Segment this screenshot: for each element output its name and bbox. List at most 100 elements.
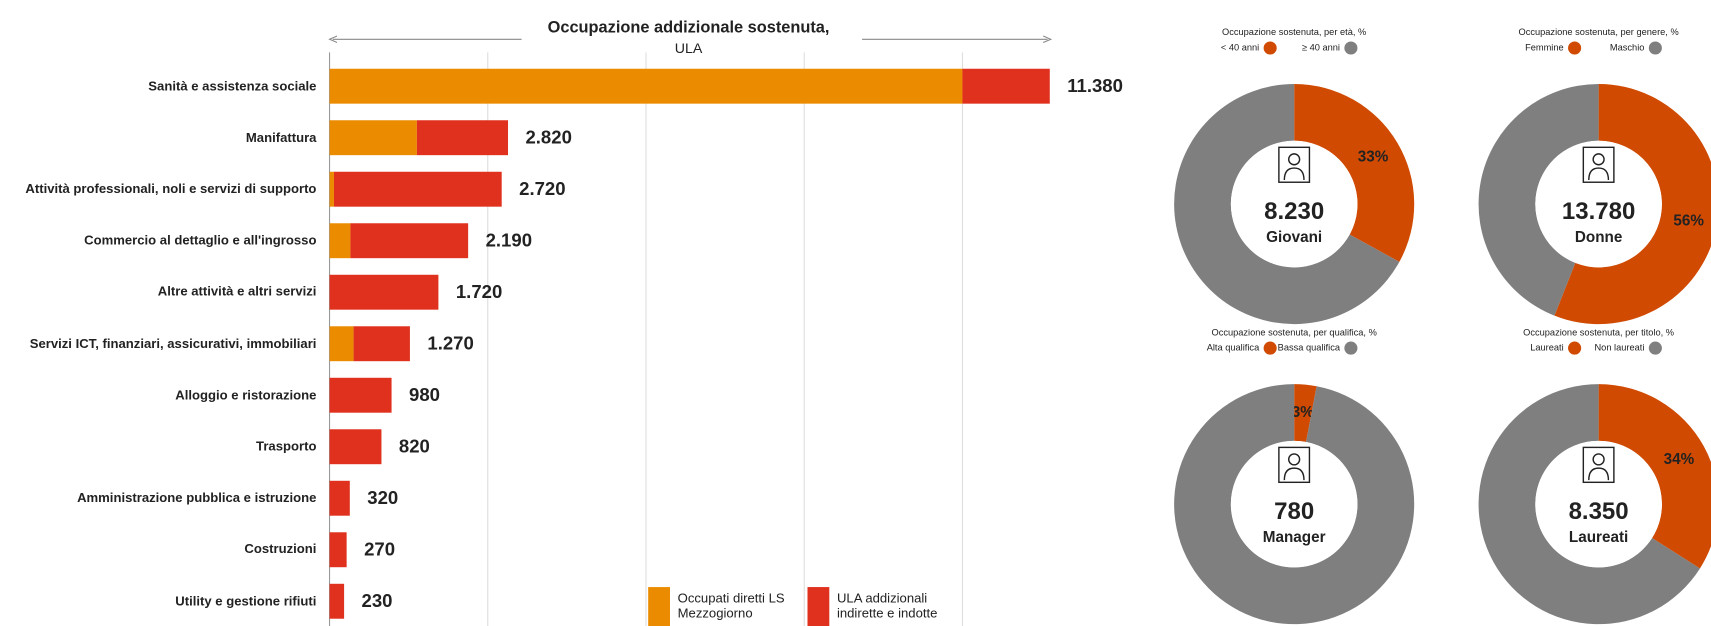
total-label: 2.190 bbox=[486, 230, 532, 251]
icon bbox=[1582, 446, 1615, 484]
category-label: Utility e gestione rifiuti bbox=[175, 593, 317, 609]
category-label: Attività professionali, noli e servizi d… bbox=[25, 181, 317, 197]
icon-frame bbox=[1278, 446, 1311, 484]
total-label: 11.380 bbox=[1067, 75, 1123, 96]
total-label: 1.720 bbox=[456, 281, 502, 302]
slice-label: 33% bbox=[1358, 148, 1389, 165]
legend-label: Occupati diretti LS Mezzogiorno bbox=[677, 590, 785, 621]
category-label: Sanità e assistenza sociale bbox=[148, 78, 317, 94]
legend-label: Bassa qualifica bbox=[1278, 343, 1341, 353]
donut-slice bbox=[1478, 84, 1599, 316]
bar-segment bbox=[353, 326, 410, 362]
icon-head bbox=[1287, 453, 1301, 466]
bar-segment bbox=[329, 532, 347, 568]
icon bbox=[1278, 146, 1311, 183]
axis-title: ULA bbox=[675, 41, 703, 57]
icon bbox=[1278, 446, 1311, 484]
total-label: 230 bbox=[362, 590, 393, 611]
legend-swatch bbox=[1648, 341, 1662, 355]
bar-segment bbox=[329, 583, 345, 619]
total-label: 2.720 bbox=[519, 178, 565, 199]
icon-frame bbox=[1582, 146, 1615, 183]
center-label: Laureati bbox=[1569, 529, 1628, 546]
donut-hole bbox=[1535, 440, 1662, 568]
icon-head bbox=[1592, 453, 1605, 466]
center-value: 13.780 bbox=[1562, 198, 1635, 225]
category-label: Altre attività e altri servizi bbox=[157, 284, 317, 300]
donut-hole bbox=[1535, 140, 1662, 268]
bar-segment bbox=[329, 274, 439, 310]
legend-label: Femmine bbox=[1525, 42, 1564, 52]
legend-label: Maschio bbox=[1610, 42, 1645, 52]
bar-segment bbox=[416, 120, 509, 156]
category-label: Alloggio e ristorazione bbox=[175, 387, 317, 403]
legend-label: ≥ 40 anni bbox=[1302, 42, 1340, 52]
center-label: Donne bbox=[1575, 229, 1623, 246]
category-label: Amministrazione pubblica e istruzione bbox=[77, 490, 317, 506]
legend-swatch bbox=[648, 587, 670, 626]
icon-body bbox=[1283, 467, 1305, 481]
icon-body bbox=[1283, 167, 1305, 181]
icon-head bbox=[1592, 153, 1605, 166]
category-label: Commercio al dettaglio e all'ingrosso bbox=[84, 232, 317, 248]
icon-head bbox=[1287, 153, 1301, 166]
donut-slice bbox=[1554, 84, 1711, 325]
legend-swatch bbox=[807, 587, 830, 626]
donut-slice bbox=[1174, 384, 1415, 625]
center-value: 8.230 bbox=[1264, 198, 1324, 225]
donut-slice bbox=[1598, 384, 1711, 569]
donut-title: Occupazione sostenuta, per qualifica, % bbox=[1211, 327, 1376, 337]
legend-swatch bbox=[1568, 341, 1582, 355]
slice-label: 34% bbox=[1664, 451, 1695, 468]
icon-frame bbox=[1278, 146, 1311, 183]
legend-swatch bbox=[1648, 41, 1662, 55]
legend-swatch bbox=[1568, 41, 1582, 55]
legend-label: Alta qualifica bbox=[1207, 343, 1260, 353]
bar-segment bbox=[962, 68, 1050, 104]
axis-title: Occupazione addizionale sostenuta, bbox=[548, 19, 830, 37]
bar-segment bbox=[329, 326, 354, 362]
bar-segment bbox=[329, 68, 963, 104]
donut-slice bbox=[1294, 384, 1317, 442]
icon-body bbox=[1588, 167, 1610, 181]
bar-segment bbox=[350, 223, 469, 259]
donut-title: Occupazione sostenuta, per età, % bbox=[1222, 27, 1366, 37]
slice-label: 3% bbox=[1292, 404, 1314, 421]
bar-segment bbox=[329, 120, 417, 156]
legend-swatch bbox=[1263, 341, 1277, 355]
bar-segment bbox=[329, 223, 351, 259]
center-label: Manager bbox=[1263, 529, 1326, 546]
center-label: Giovani bbox=[1266, 229, 1322, 246]
donut-hole bbox=[1230, 140, 1358, 268]
legend-label: Non laureati bbox=[1594, 343, 1644, 353]
legend-label: < 40 anni bbox=[1221, 42, 1259, 52]
donut-title: Occupazione sostenuta, per titolo, % bbox=[1523, 327, 1674, 337]
bar-segment bbox=[329, 480, 350, 516]
slice-label: 56% bbox=[1673, 212, 1704, 229]
bar-segment bbox=[329, 171, 334, 207]
bar-segment bbox=[333, 171, 502, 207]
legend-label: Laureati bbox=[1530, 343, 1563, 353]
donut-title: Occupazione sostenuta, per genere, % bbox=[1519, 27, 1679, 37]
center-value: 780 bbox=[1274, 498, 1314, 525]
category-label: Manifattura bbox=[245, 129, 317, 145]
legend-swatch bbox=[1263, 41, 1277, 55]
total-label: 2.820 bbox=[525, 127, 571, 148]
donut-hole bbox=[1230, 440, 1358, 568]
total-label: 1.270 bbox=[427, 333, 473, 354]
icon-frame bbox=[1582, 446, 1615, 484]
icon-body bbox=[1588, 467, 1610, 481]
donut-slice bbox=[1478, 384, 1700, 625]
category-label: Servizi ICT, finanziari, assicurativi, i… bbox=[29, 335, 317, 351]
center-value: 8.350 bbox=[1569, 498, 1629, 525]
bar-segment bbox=[329, 377, 392, 413]
donut-slice bbox=[1174, 84, 1400, 325]
icon bbox=[1582, 146, 1615, 183]
donut-slice bbox=[1294, 84, 1415, 262]
total-label: 270 bbox=[364, 539, 395, 560]
legend-swatch bbox=[1344, 41, 1358, 55]
total-label: 820 bbox=[399, 436, 430, 457]
total-label: 980 bbox=[409, 384, 440, 405]
